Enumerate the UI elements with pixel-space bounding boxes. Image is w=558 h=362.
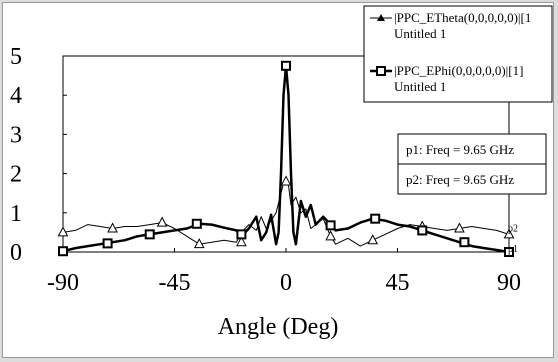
y-tick-label: 1 (10, 201, 22, 227)
marker-end-label: p1 (508, 244, 518, 255)
data-point-ephi (58, 246, 68, 257)
data-point-ephi (459, 237, 470, 248)
x-tick-label: 45 (386, 270, 410, 296)
y-tick-labels: 0 1 2 3 4 5 (10, 44, 67, 266)
data-point-ephi (236, 229, 247, 240)
data-point-etheta (156, 216, 168, 227)
legend-label-etheta: |PPC_ETheta(0,0,0,0,0)|[1 (394, 10, 531, 25)
data-point-etheta (503, 228, 515, 239)
y-tick-label: 0 (10, 240, 22, 266)
data-point-ephi (417, 225, 428, 236)
data-point-ephi (325, 220, 336, 231)
legend[interactable]: |PPC_ETheta(0,0,0,0,0)|[1 Untitled 1 |PP… (363, 5, 553, 103)
x-tick-label: 90 (497, 270, 521, 296)
data-point-ephi (370, 213, 381, 224)
marker-table[interactable]: p1: Freq = 9.65 GHz p2: Freq = 9.65 GHz (397, 133, 547, 195)
data-point-ephi (281, 60, 291, 71)
data-point-etheta (454, 222, 465, 233)
data-point-etheta (193, 238, 205, 249)
marker-p2-text: p2: Freq = 9.65 GHz (406, 172, 514, 187)
x-tick-label: 0 (280, 270, 292, 296)
y-tick-label: 4 (10, 83, 22, 109)
x-tick-label: -45 (159, 270, 191, 296)
legend-label-ephi: |PPC_EPhi(0,0,0,0,0)|[1] (394, 63, 523, 78)
legend-box (363, 5, 553, 103)
data-point-ephi (144, 229, 155, 240)
data-point-etheta (236, 236, 247, 247)
legend-square-icon (376, 66, 386, 76)
data-point-ephi (504, 247, 514, 257)
y-tick-label: 2 (10, 162, 22, 188)
series-layer: p2 p1 (57, 60, 518, 257)
data-point-etheta (367, 234, 379, 245)
legend-triangle-icon (377, 14, 385, 21)
x-tick-label: -90 (47, 270, 79, 296)
data-point-etheta (280, 175, 292, 186)
data-point-etheta (107, 222, 118, 233)
legend-sublabel-etheta: Untitled 1 (394, 26, 446, 41)
x-axis-title: Angle (Deg) (218, 314, 339, 340)
data-point-ephi (102, 238, 113, 249)
marker-p1-text: p1: Freq = 9.65 GHz (406, 142, 514, 157)
y-tick-label: 5 (10, 44, 22, 70)
y-tick-label: 3 (10, 122, 22, 148)
marker-end-label: p2 (508, 223, 518, 234)
legend-sublabel-ephi: Untitled 1 (394, 79, 446, 94)
data-point-ephi (191, 218, 202, 229)
data-point-etheta (325, 230, 336, 241)
x-tick-labels: -90 -45 0 45 90 (47, 248, 521, 296)
data-point-etheta (57, 226, 69, 237)
